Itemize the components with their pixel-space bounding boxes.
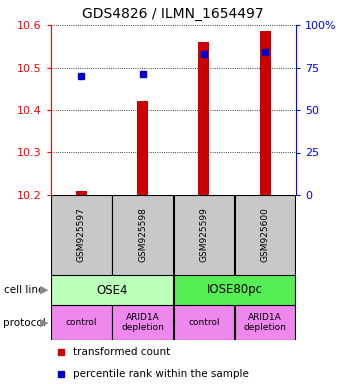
Text: IOSE80pc: IOSE80pc <box>206 283 262 296</box>
Text: OSE4: OSE4 <box>96 283 128 296</box>
Text: GSM925597: GSM925597 <box>77 208 86 262</box>
Text: ARID1A
depletion: ARID1A depletion <box>244 313 287 332</box>
Bar <box>51 305 112 340</box>
Text: ▶: ▶ <box>40 285 48 295</box>
Title: GDS4826 / ILMN_1654497: GDS4826 / ILMN_1654497 <box>83 7 264 21</box>
Text: ▶: ▶ <box>40 318 48 328</box>
Bar <box>112 305 173 340</box>
Text: protocol: protocol <box>4 318 46 328</box>
Bar <box>174 305 234 340</box>
Bar <box>198 42 209 195</box>
Bar <box>76 191 87 195</box>
Bar <box>112 195 173 275</box>
Text: control: control <box>66 318 97 327</box>
Text: transformed count: transformed count <box>73 347 170 358</box>
Bar <box>235 305 295 340</box>
Bar <box>174 195 234 275</box>
Text: GSM925599: GSM925599 <box>199 208 208 262</box>
Text: control: control <box>188 318 220 327</box>
Bar <box>137 101 148 195</box>
Bar <box>260 31 271 195</box>
Text: cell line: cell line <box>4 285 44 295</box>
Bar <box>235 195 295 275</box>
Text: ARID1A
depletion: ARID1A depletion <box>121 313 164 332</box>
Bar <box>51 195 112 275</box>
Text: percentile rank within the sample: percentile rank within the sample <box>73 369 248 379</box>
Text: GSM925598: GSM925598 <box>138 208 147 262</box>
Bar <box>51 275 173 305</box>
Text: GSM925600: GSM925600 <box>261 208 270 262</box>
Bar <box>174 275 295 305</box>
